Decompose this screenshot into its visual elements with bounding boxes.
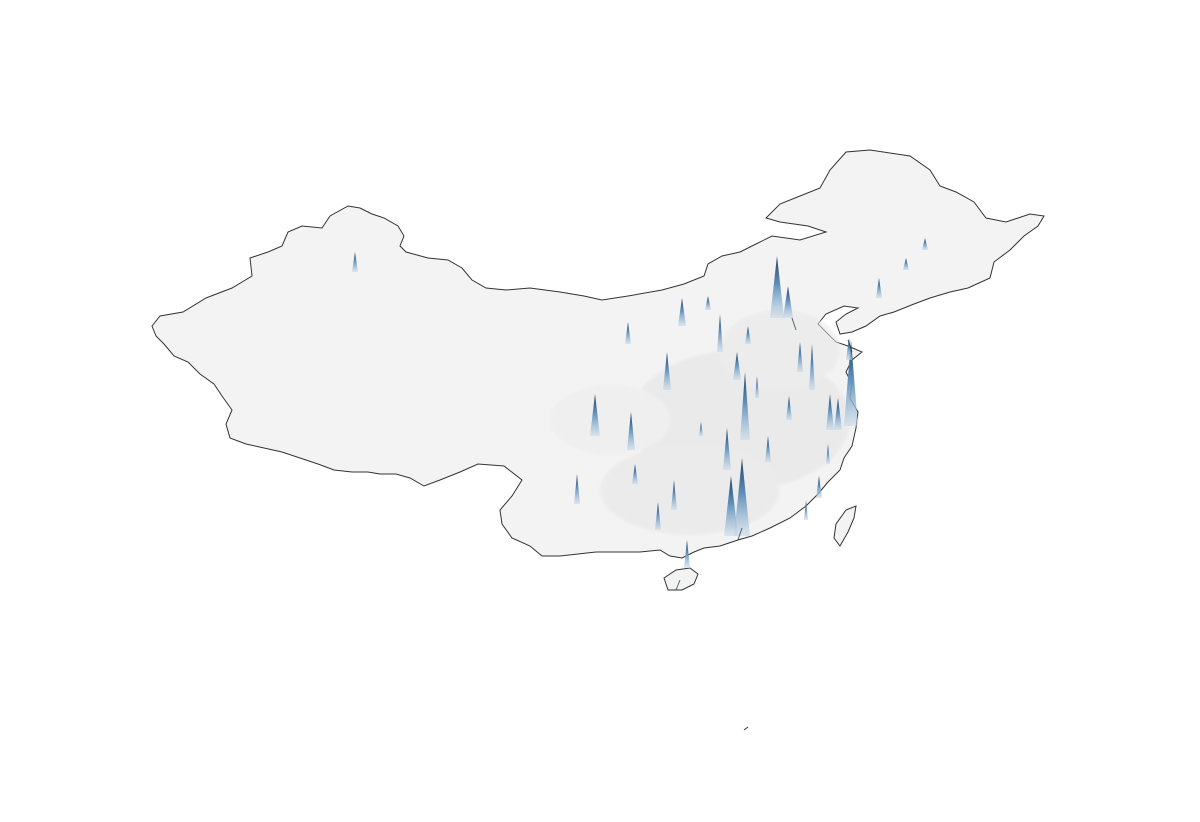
spike-tianjin bbox=[783, 286, 793, 318]
coastal-shadow-accents bbox=[675, 317, 853, 591]
spike-xining bbox=[632, 464, 638, 484]
spike-wenzhou bbox=[826, 444, 830, 464]
spike-taiyuan bbox=[678, 298, 686, 326]
spike-chengdu bbox=[590, 394, 600, 436]
spike-baoding bbox=[745, 326, 751, 344]
hainan-region bbox=[663, 567, 699, 591]
spike-changchun bbox=[903, 258, 909, 270]
south-sea-islet bbox=[743, 726, 749, 731]
spike-haikou bbox=[684, 540, 690, 568]
spike-shenzhen bbox=[724, 476, 738, 536]
spike-wuhan bbox=[740, 372, 750, 440]
spike-guiyang bbox=[671, 480, 677, 510]
spike-shenyang bbox=[876, 278, 882, 298]
spike-nanchang bbox=[765, 436, 771, 462]
taiwan-region bbox=[833, 505, 857, 547]
spike-guangzhou bbox=[734, 458, 750, 536]
spike-hangzhou bbox=[834, 398, 842, 430]
spike-urumqi bbox=[352, 252, 358, 272]
mainland-region bbox=[151, 149, 1045, 559]
spike-chongqing bbox=[627, 412, 635, 450]
spike-handan bbox=[755, 376, 759, 398]
spike-harbin bbox=[922, 238, 928, 250]
spike-beijing bbox=[770, 256, 784, 318]
spike-changsha bbox=[723, 428, 731, 470]
spike-xiamen bbox=[804, 500, 808, 520]
spike-nanning bbox=[655, 502, 661, 530]
spike-fuzhou bbox=[816, 476, 822, 498]
spike-zhengzhou bbox=[717, 314, 723, 352]
relief-shading bbox=[550, 310, 850, 535]
spike-xian bbox=[663, 352, 671, 390]
spike-qingdao bbox=[846, 338, 852, 360]
spike-xuzhou bbox=[797, 342, 803, 372]
spike-nanjing bbox=[826, 394, 834, 430]
spike-shijiazhuang bbox=[733, 352, 741, 380]
spike-lanzhou bbox=[625, 322, 631, 344]
population-spikes bbox=[352, 238, 928, 568]
spike-jinan bbox=[809, 344, 815, 390]
spike-nanyang bbox=[699, 422, 703, 436]
spike-hefei bbox=[786, 396, 792, 420]
spike-shanghai bbox=[844, 340, 858, 426]
spike-kunming bbox=[574, 474, 580, 504]
spike-huhehot bbox=[705, 296, 711, 310]
